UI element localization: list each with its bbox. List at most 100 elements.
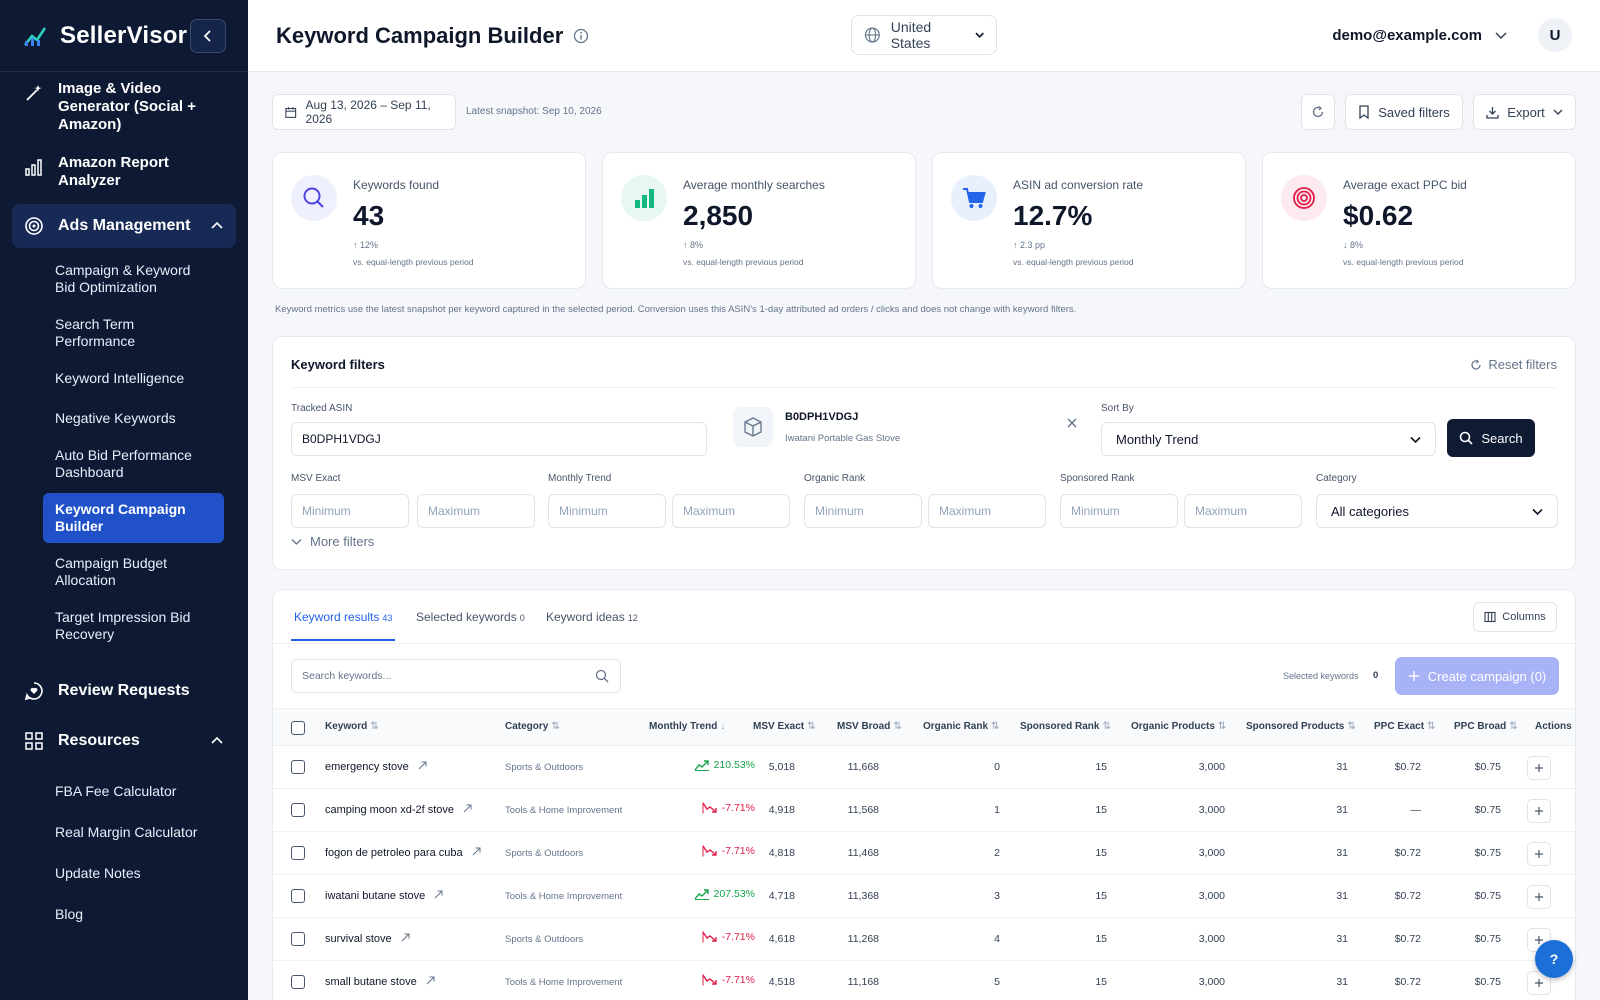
row-checkbox[interactable] [291,932,305,946]
create-campaign-label: Create campaign (0) [1427,668,1547,684]
column-header-msv-exact[interactable]: MSV Exact ⇅ [753,721,816,732]
more-filters-toggle[interactable]: More filters [291,534,374,549]
column-header-ppc-broad[interactable]: PPC Broad ⇅ [1454,721,1518,732]
sponsored-products-cell: 31 [1336,976,1348,988]
sponsored-rank-max-input[interactable] [1184,494,1302,528]
export-button[interactable]: Export [1473,94,1576,130]
column-header-organic-rank[interactable]: Organic Rank ⇅ [923,721,1000,732]
organic-rank-label: Organic Rank [804,473,866,484]
sidebar-item-fba-fee-calculator[interactable]: FBA Fee Calculator [55,783,177,799]
avatar[interactable]: U [1538,18,1572,52]
external-link-icon[interactable] [434,890,443,899]
organic-products-cell: 3,000 [1198,976,1225,988]
metric-note: vs. equal-length previous period [683,257,804,267]
organic-rank-min-input[interactable] [804,494,922,528]
sidebar-item-auto-bid-dashboard[interactable]: Auto Bid Performance Dashboard [55,447,192,480]
table-row[interactable]: survival stove Sports & Outdoors -7.71% 4,… [273,918,1575,961]
tab-selected-keywords[interactable]: Selected keywords 0 [416,610,525,640]
add-keyword-button[interactable] [1527,885,1551,909]
metric-note: vs. equal-length previous period [1013,257,1134,267]
keyword-cell: small butane stove [325,976,435,988]
sidebar-item-report-analyzer[interactable]: Amazon Report Analyzer [0,150,248,194]
sidebar-item-negative-keywords[interactable]: Negative Keywords [55,410,176,426]
column-header-organic-products[interactable]: Organic Products ⇅ [1131,721,1227,732]
monthly-trend-max-input[interactable] [672,494,790,528]
add-keyword-button[interactable] [1527,799,1551,823]
sidebar-item-blog[interactable]: Blog [55,906,84,922]
add-keyword-button[interactable] [1527,842,1551,866]
external-link-icon[interactable] [472,847,481,856]
snapshot-label: Latest snapshot: Sep 10, 2026 [466,106,602,117]
sidebar-item-image-video-generator[interactable]: Image & Video Generator (Social + Amazon… [0,76,248,138]
asin-code: B0DPH1VDGJ [785,411,859,423]
column-header-monthly-trend[interactable]: Monthly Trend ↓ [649,721,726,732]
help-button[interactable]: ? [1535,940,1573,978]
column-header-msv-broad[interactable]: MSV Broad ⇅ [837,721,902,732]
category-select[interactable]: All categories [1316,494,1558,528]
sidebar-item-keyword-intelligence[interactable]: Keyword Intelligence [55,370,185,386]
row-checkbox[interactable] [291,846,305,860]
sidebar-item-keyword-campaign-builder[interactable]: Keyword Campaign Builder [43,493,224,543]
sidebar-section-ads-management[interactable]: Ads Management [12,204,236,248]
reset-filters-button[interactable]: Reset filters [1470,357,1557,372]
search-icon [1460,431,1473,445]
external-link-icon[interactable] [418,761,427,770]
target-icon [1293,187,1315,209]
column-header-keyword[interactable]: Keyword ⇅ [325,721,379,732]
table-row[interactable]: iwatani butane stove Tools & Home Improv… [273,875,1575,918]
create-campaign-button[interactable]: Create campaign (0) [1395,657,1559,695]
tracked-asin-input[interactable] [291,422,707,456]
external-link-icon[interactable] [463,804,472,813]
sidebar-item-search-term-performance[interactable]: Search Term Performance [55,316,136,349]
row-checkbox[interactable] [291,975,305,989]
sidebar-item-bid-optimization[interactable]: Campaign & Keyword Bid Optimization [55,262,191,295]
sidebar-item-real-margin-calculator[interactable]: Real Margin Calculator [55,824,198,840]
sidebar-item-budget-allocation[interactable]: Campaign Budget Allocation [55,555,168,588]
organic-rank-cell: 3 [994,890,1000,902]
column-header-sponsored-rank[interactable]: Sponsored Rank ⇅ [1020,721,1111,732]
country-select[interactable]: United States [851,15,997,55]
info-icon[interactable] [573,28,589,44]
keyword-search-input[interactable] [291,659,621,693]
column-header-ppc-exact[interactable]: PPC Exact ⇅ [1374,721,1436,732]
tab-label: Keyword ideas [546,610,625,624]
refresh-button[interactable] [1301,94,1335,130]
metric-note: vs. equal-length previous period [353,257,474,267]
organic-rank-max-input[interactable] [928,494,1046,528]
trend-cell: 207.53% [669,888,755,900]
sidebar-item-update-notes[interactable]: Update Notes [55,865,141,881]
search-button[interactable]: Search [1447,419,1535,457]
sort-by-select[interactable]: Monthly Trend [1101,422,1436,456]
row-checkbox[interactable] [291,760,305,774]
external-link-icon[interactable] [426,976,435,985]
table-row[interactable]: emergency stove Sports & Outdoors 210.53%… [273,746,1575,789]
row-checkbox[interactable] [291,889,305,903]
collapse-sidebar-button[interactable] [190,18,226,53]
sidebar-section-resources[interactable]: Resources [0,719,248,763]
msv-exact-max-input[interactable] [417,494,535,528]
table-row[interactable]: fogon de petroleo para cuba Sports & Out… [273,832,1575,875]
close-icon[interactable] [1066,417,1078,429]
chevron-down-icon[interactable] [1494,28,1508,42]
select-all-checkbox[interactable] [291,721,305,735]
organic-products-cell: 3,000 [1198,890,1225,902]
monthly-trend-min-input[interactable] [548,494,666,528]
sponsored-rank-min-input[interactable] [1060,494,1178,528]
saved-filters-button[interactable]: Saved filters [1345,94,1463,130]
table-row[interactable]: small butane stove Tools & Home Improvem… [273,961,1575,1000]
table-row[interactable]: camping moon xd-2f stove Tools & Home Im… [273,789,1575,832]
user-email[interactable]: demo@example.com [1332,27,1482,44]
column-header-category[interactable]: Category ⇅ [505,721,560,732]
columns-button[interactable]: Columns [1473,602,1557,632]
external-link-icon[interactable] [401,933,410,942]
row-checkbox[interactable] [291,803,305,817]
column-header-sponsored-products[interactable]: Sponsored Products ⇅ [1246,721,1356,732]
sidebar-item-impression-bid-recovery[interactable]: Target Impression Bid Recovery [55,609,191,642]
msv-exact-min-input[interactable] [291,494,409,528]
add-keyword-button[interactable] [1527,756,1551,780]
tab-keyword-ideas[interactable]: Keyword ideas 12 [546,610,638,640]
sidebar-item-review-requests[interactable]: Review Requests [0,669,248,713]
date-range-picker[interactable]: Aug 13, 2026 – Sep 11, 2026 [272,94,456,130]
tab-keyword-results[interactable]: Keyword results 43 [291,610,396,641]
msv-exact-cell: 4,718 [768,890,795,902]
